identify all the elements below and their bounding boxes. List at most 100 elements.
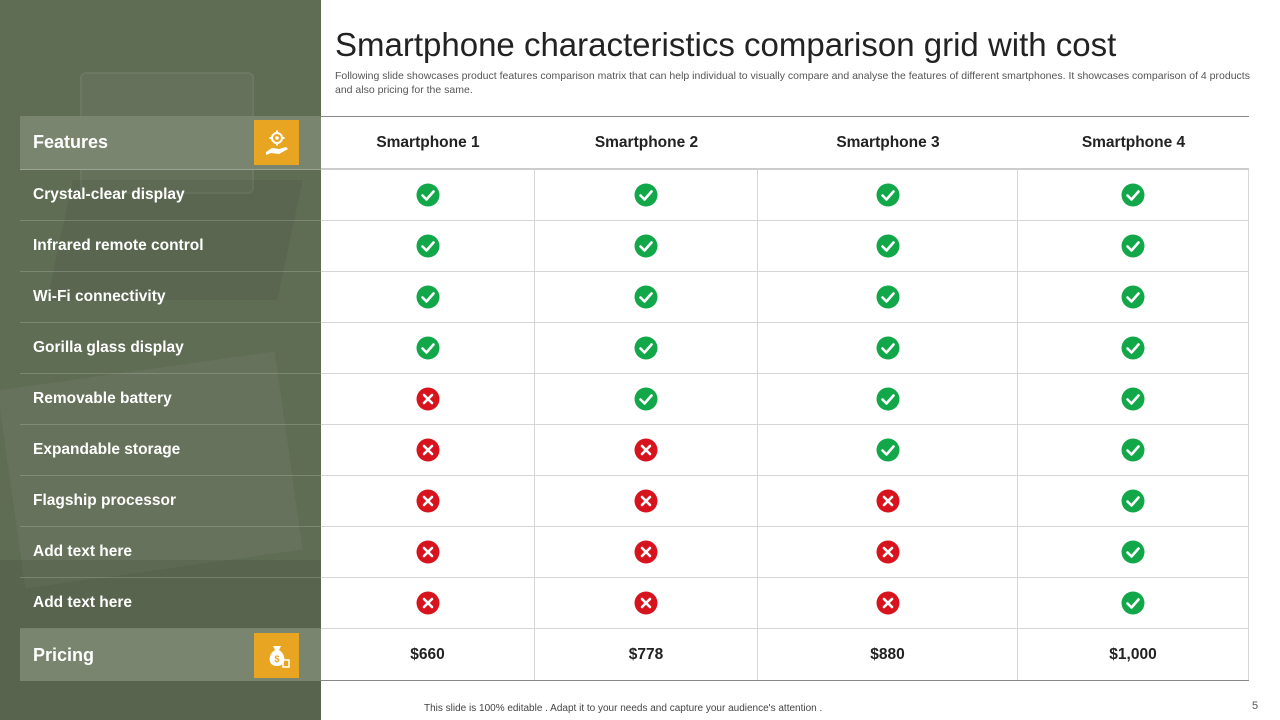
svg-text:$: $ xyxy=(274,654,279,664)
check-icon xyxy=(634,336,658,360)
grid-row xyxy=(321,170,1249,221)
price-value: $1,000 xyxy=(1109,645,1157,663)
grid-cell xyxy=(1018,170,1249,220)
check-icon xyxy=(876,387,900,411)
check-icon xyxy=(1121,438,1145,462)
check-icon xyxy=(1121,336,1145,360)
feature-row: Flagship processor xyxy=(20,476,321,527)
feature-label: Removable battery xyxy=(33,390,172,407)
grid-cell xyxy=(1018,476,1249,526)
grid-row xyxy=(321,323,1249,374)
pricing-row: $660 $778 $880 $1,000 xyxy=(321,629,1249,681)
check-icon xyxy=(634,183,658,207)
grid-cell xyxy=(321,578,535,628)
feature-label: Gorilla glass display xyxy=(33,339,184,356)
grid-row xyxy=(321,476,1249,527)
grid-cell xyxy=(321,425,535,475)
grid-cell xyxy=(321,170,535,220)
grid-cell xyxy=(758,221,1018,271)
feature-label: Flagship processor xyxy=(33,492,176,509)
feature-label: Add text here xyxy=(33,594,133,611)
price-cell: $880 xyxy=(758,629,1018,680)
price-value: $778 xyxy=(628,645,664,663)
grid-cell xyxy=(1018,323,1249,373)
product-header-2: Smartphone 2 xyxy=(594,133,699,151)
features-header: Features xyxy=(20,116,321,170)
feature-label: Infrared remote control xyxy=(33,237,204,254)
check-icon xyxy=(634,285,658,309)
product-header-1: Smartphone 1 xyxy=(376,133,480,151)
check-icon xyxy=(416,285,440,309)
price-value: $660 xyxy=(410,645,445,663)
check-icon xyxy=(876,336,900,360)
feature-row: Expandable storage xyxy=(20,425,321,476)
pricing-header-label: Pricing xyxy=(33,644,95,665)
cross-icon xyxy=(416,438,440,462)
cross-icon xyxy=(876,489,900,513)
check-icon xyxy=(1121,234,1145,258)
page-number: 5 xyxy=(1252,700,1259,712)
grid-cell xyxy=(1018,578,1249,628)
check-icon xyxy=(876,438,900,462)
feature-row: Gorilla glass display xyxy=(20,323,321,374)
feature-label: Expandable storage xyxy=(33,441,181,458)
feature-label: Add text here xyxy=(33,543,133,560)
feature-row: Add text here xyxy=(20,527,321,578)
price-cell: $778 xyxy=(535,629,758,680)
grid-cell xyxy=(758,578,1018,628)
feature-row: Infrared remote control xyxy=(20,221,321,272)
feature-label: Crystal-clear display xyxy=(33,186,185,203)
comparison-grid: Smartphone 1 Smartphone 2 Smartphone 3 S… xyxy=(321,116,1249,681)
price-cell: $660 xyxy=(321,629,535,680)
grid-cell xyxy=(758,272,1018,322)
grid-row xyxy=(321,272,1249,323)
product-header-4: Smartphone 4 xyxy=(1081,133,1186,151)
grid-row xyxy=(321,578,1249,629)
feature-row: Crystal-clear display xyxy=(20,170,321,221)
cross-icon xyxy=(876,591,900,615)
product-header-3: Smartphone 3 xyxy=(836,133,940,151)
grid-cell xyxy=(321,374,535,424)
grid-row xyxy=(321,527,1249,578)
check-icon xyxy=(416,336,440,360)
check-icon xyxy=(876,285,900,309)
cross-icon xyxy=(634,540,658,564)
grid-cell xyxy=(758,476,1018,526)
grid-cell xyxy=(535,221,758,271)
grid-cell xyxy=(1018,425,1249,475)
check-icon xyxy=(634,234,658,258)
grid-cell xyxy=(1018,221,1249,271)
gear-hand-icon xyxy=(254,120,299,165)
grid-cell xyxy=(535,476,758,526)
grid-cell xyxy=(535,323,758,373)
grid-cell xyxy=(321,527,535,577)
cross-icon xyxy=(634,489,658,513)
check-icon xyxy=(876,183,900,207)
grid-cell xyxy=(321,221,535,271)
check-icon xyxy=(634,387,658,411)
grid-cell xyxy=(758,374,1018,424)
money-bag-icon: $ xyxy=(254,632,299,678)
cross-icon xyxy=(416,591,440,615)
feature-row: Add text here xyxy=(20,578,321,629)
check-icon xyxy=(416,183,440,207)
price-cell: $1,000 xyxy=(1018,629,1249,680)
check-icon xyxy=(876,234,900,258)
cross-icon xyxy=(416,489,440,513)
slide-title: Smartphone characteristics comparison gr… xyxy=(335,26,1117,63)
grid-cell xyxy=(321,323,535,373)
grid-cell xyxy=(535,425,758,475)
grid-cell xyxy=(1018,527,1249,577)
grid-cell xyxy=(758,170,1018,220)
grid-cell xyxy=(535,374,758,424)
feature-label: Wi-Fi connectivity xyxy=(33,288,166,305)
cross-icon xyxy=(634,438,658,462)
cross-icon xyxy=(416,540,440,564)
grid-header-row: Smartphone 1 Smartphone 2 Smartphone 3 S… xyxy=(321,116,1249,170)
check-icon xyxy=(1121,285,1145,309)
check-icon xyxy=(1121,489,1145,513)
feature-row: Wi-Fi connectivity xyxy=(20,272,321,323)
grid-cell xyxy=(535,272,758,322)
grid-cell xyxy=(535,578,758,628)
features-header-label: Features xyxy=(33,132,109,152)
